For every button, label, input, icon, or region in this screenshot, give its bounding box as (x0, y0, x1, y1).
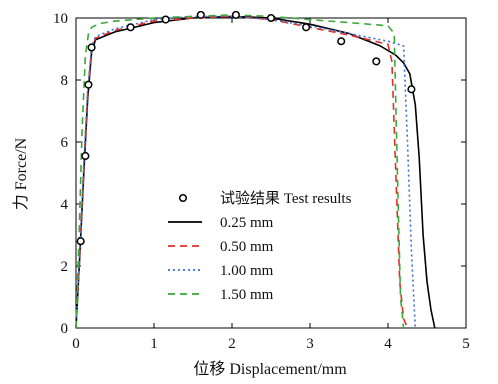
series-layer (75, 10, 436, 329)
y-tick-label: 10 (53, 11, 68, 27)
legend-label-2: 0.50 mm (220, 239, 274, 255)
series-line-1 (75, 15, 436, 329)
test-result-marker (266, 13, 276, 23)
x-tick-label: 1 (150, 336, 158, 352)
test-result-marker (372, 57, 381, 66)
y-tick-label: 8 (61, 73, 69, 89)
test-result-marker (84, 80, 93, 89)
legend-label-0: 试验结果 Test results (220, 190, 352, 207)
x-axis-label: 位移 Displacement/mm (193, 360, 347, 378)
axis-ticks (75, 17, 467, 329)
legend-label-1: 0.25 mm (220, 215, 274, 231)
x-tick-label: 4 (384, 336, 392, 352)
y-axis-label: 力 Force/N (12, 137, 30, 210)
test-result-marker (407, 85, 416, 94)
x-tick-label: 3 (306, 336, 314, 352)
series-line-2 (75, 15, 409, 329)
y-tick-label: 0 (61, 321, 69, 337)
x-tick-label: 0 (72, 336, 80, 352)
test-result-marker (161, 15, 170, 24)
test-result-marker (196, 10, 205, 19)
test-result-marker (302, 23, 311, 32)
test-result-marker (81, 151, 90, 160)
test-result-marker (337, 37, 346, 46)
legend-marker-0 (178, 193, 188, 203)
legend: 试验结果 Test results 0.25 mm 0.50 mm 1.00 mm 1.… (168, 190, 352, 303)
test-result-marker (126, 23, 135, 32)
y-tick-label: 6 (61, 135, 69, 151)
tick-labels: 0 1 2 3 4 5 0 2 4 6 8 10 (53, 11, 470, 352)
y-tick-label: 4 (61, 197, 69, 213)
legend-label-3: 1.00 mm (220, 263, 274, 279)
plot-area (75, 10, 467, 329)
test-result-marker (76, 237, 85, 246)
test-result-marker (87, 43, 96, 52)
x-tick-label: 2 (228, 336, 236, 352)
y-tick-label: 2 (61, 259, 69, 275)
series-line-4 (75, 14, 405, 329)
series-line-3 (75, 15, 417, 329)
x-tick-label: 5 (462, 336, 470, 352)
legend-label-4: 1.50 mm (220, 287, 274, 303)
plot-frame (75, 17, 467, 329)
test-result-marker (231, 10, 240, 19)
